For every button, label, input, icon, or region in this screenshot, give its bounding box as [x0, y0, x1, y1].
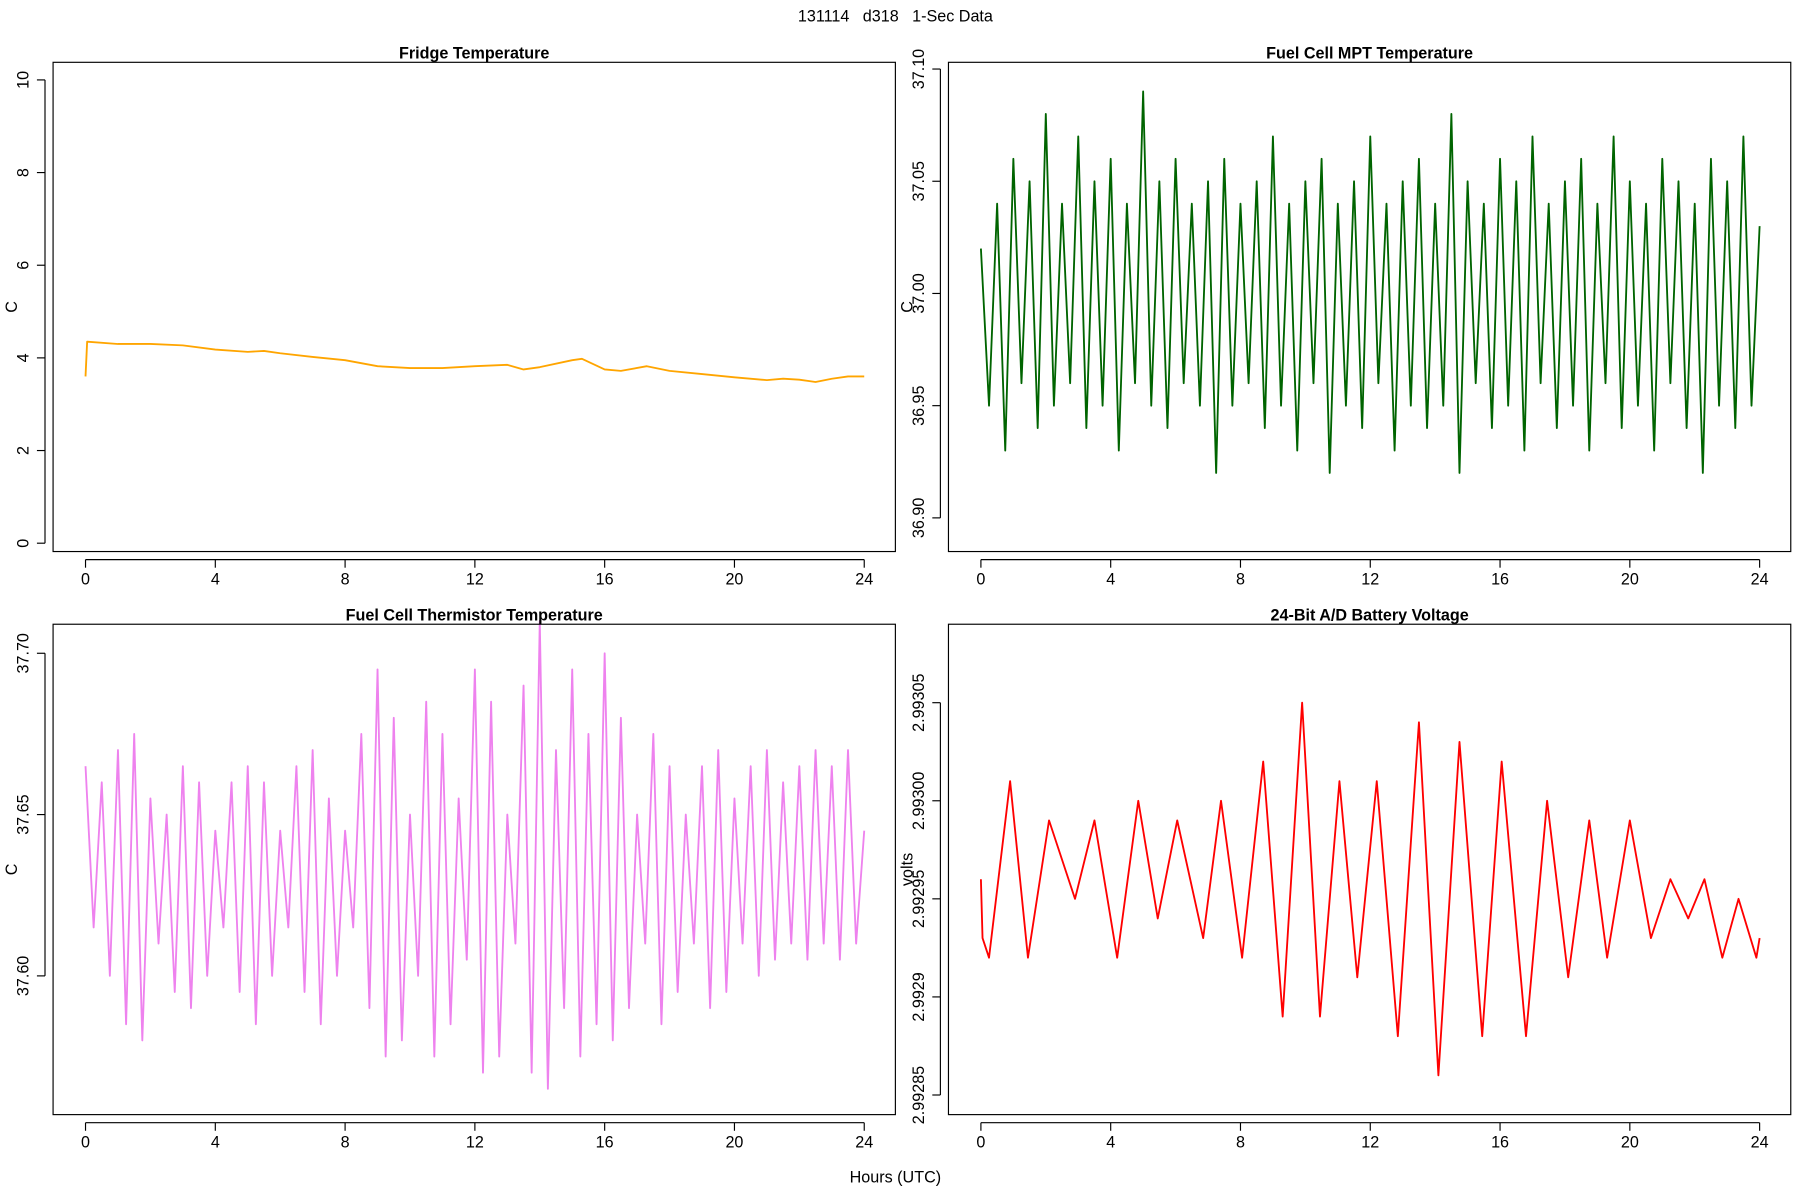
x-tick-label: 20 — [1621, 571, 1639, 589]
y-tick-label: 8 — [14, 168, 32, 177]
x-tick-label: 24 — [855, 571, 873, 589]
x-tick-label: 8 — [341, 571, 350, 589]
x-tick-label: 12 — [1361, 571, 1379, 589]
y-tick-label: 2 — [14, 446, 32, 455]
x-tick-label: 4 — [211, 1134, 220, 1152]
plot-frame — [52, 61, 896, 553]
x-tick-label: 20 — [1621, 1134, 1639, 1152]
x-tick-label: 8 — [1236, 571, 1245, 589]
x-tick-label: 16 — [1491, 571, 1509, 589]
y-tick-label: 37.70 — [14, 633, 32, 673]
x-tick-label: 24 — [1751, 571, 1769, 589]
x-tick-label: 12 — [1361, 1134, 1379, 1152]
y-axis-label: C — [898, 301, 916, 313]
y-axis-label: volts — [898, 853, 916, 886]
x-tick-label: 16 — [596, 1134, 614, 1152]
data-line — [84, 620, 866, 1090]
x-tick-label: 8 — [1236, 1134, 1245, 1152]
y-tick-label: 2.99300 — [910, 772, 928, 830]
panel-title: 24-Bit A/D Battery Voltage — [1271, 606, 1469, 624]
data-line — [84, 340, 865, 383]
x-tick-label: 12 — [466, 571, 484, 589]
plot-frame — [947, 61, 1792, 553]
y-tick-label: 37.10 — [910, 49, 928, 89]
y-tick-label: 0 — [14, 539, 32, 548]
y-tick-label: 37.05 — [910, 161, 928, 201]
y-axis-label: C — [3, 301, 21, 313]
x-tick-label: 24 — [855, 1134, 873, 1152]
y-tick-label: 2.99285 — [910, 1066, 928, 1124]
y-tick-label: 36.95 — [910, 385, 928, 425]
y-tick-label: 10 — [14, 71, 32, 89]
y-tick-label: 2.9929 — [910, 972, 928, 1021]
panel-title: Fridge Temperature — [399, 44, 549, 62]
y-tick-label: 6 — [14, 261, 32, 270]
y-axis-label: C — [3, 863, 21, 875]
x-axis-label: Hours (UTC) — [850, 1168, 941, 1186]
x-tick-label: 16 — [596, 571, 614, 589]
data-line — [979, 701, 1761, 1077]
x-tick-label: 0 — [976, 571, 985, 589]
x-tick-label: 0 — [81, 1134, 90, 1152]
y-tick-label: 37.00 — [910, 273, 928, 313]
y-tick-label: 37.65 — [14, 794, 32, 834]
plot-frame — [947, 623, 1792, 1116]
x-tick-label: 0 — [81, 571, 90, 589]
x-tick-label: 20 — [725, 571, 743, 589]
x-tick-label: 12 — [466, 1134, 484, 1152]
x-tick-label: 24 — [1751, 1134, 1769, 1152]
y-tick-label: 37.60 — [14, 956, 32, 996]
plot-frame — [52, 623, 896, 1116]
x-tick-label: 4 — [1106, 571, 1115, 589]
x-tick-label: 0 — [976, 1134, 985, 1152]
y-tick-label: 4 — [14, 353, 32, 362]
x-tick-label: 16 — [1491, 1134, 1509, 1152]
panel-title: Fuel Cell MPT Temperature — [1266, 44, 1473, 62]
page-title: 131114 d318 1-Sec Data — [798, 8, 993, 26]
x-tick-label: 20 — [725, 1134, 743, 1152]
x-tick-label: 8 — [341, 1134, 350, 1152]
panel-title: Fuel Cell Thermistor Temperature — [346, 606, 603, 624]
x-tick-label: 4 — [1106, 1134, 1115, 1152]
x-tick-label: 4 — [211, 571, 220, 589]
y-tick-label: 2.99305 — [910, 674, 928, 732]
y-tick-label: 36.90 — [910, 498, 928, 538]
data-line — [979, 90, 1761, 474]
y-tick-label: 2.99295 — [910, 870, 928, 928]
